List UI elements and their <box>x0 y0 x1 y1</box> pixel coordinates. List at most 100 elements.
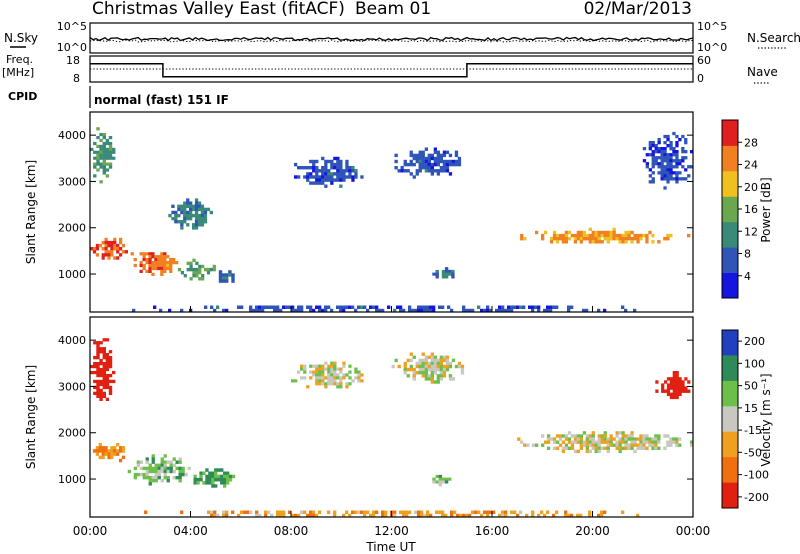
velocity-ytick-label: 1000 <box>58 473 86 486</box>
velocity-colorbar-tick-label: 200 <box>744 335 765 348</box>
xtick-label: 20:00 <box>575 524 610 538</box>
velocity-cell-2 <box>193 468 236 488</box>
freq-tick-bottom: 8 <box>73 72 80 85</box>
velocity-cell-4 <box>432 474 452 487</box>
velocity-colorbar-swatch <box>722 457 738 483</box>
nave-tick-bottom: 0 <box>697 72 704 85</box>
power-colorbar-tick-label: 24 <box>744 159 758 172</box>
freq-panel: Freq. [MHz] Nave 18 8 60 0 <box>2 53 778 85</box>
time-axis-label: Time UT <box>365 540 416 554</box>
power-cell-1 <box>130 252 179 276</box>
power-colorbar-swatch <box>722 221 738 248</box>
power-cell-2 <box>177 258 216 281</box>
velocity-colorbar-frame <box>721 329 739 509</box>
power-ylabel: Slant Range [km] <box>24 160 38 264</box>
nsky-tick-bottom: 10^0 <box>57 41 87 54</box>
velocity-ytick-label: 4000 <box>58 334 86 347</box>
power-cell-10 <box>642 131 694 190</box>
velocity-colorbar-tick-label: -15 <box>744 424 762 437</box>
cpid-label: CPID <box>8 90 37 103</box>
velocity-cell-3 <box>90 338 116 401</box>
time-axis-ticks: 00:00 04:00 08:00 12:00 16:00 20:00 00:00 <box>73 306 710 538</box>
power-panel: 1000 2000 3000 4000 Slant Range [km] <box>24 111 694 313</box>
nsearch-label: N.Search <box>747 31 800 45</box>
power-cell-5 <box>520 227 691 244</box>
power-colorbar-swatch <box>722 170 738 197</box>
nsearch-series <box>89 39 694 43</box>
power-colorbar-tick-label: 12 <box>744 225 758 238</box>
velocity-cell-5 <box>517 431 694 454</box>
power-heatmap <box>90 127 694 313</box>
velocity-ylabel: Slant Range [km] <box>24 365 38 469</box>
date-title: 02/Mar/2013 <box>584 0 692 19</box>
xtick-label: 12:00 <box>374 524 409 538</box>
velocity-colorbar-tick-label: 15 <box>744 402 758 415</box>
power-colorbar-swatch <box>722 247 738 273</box>
power-colorbar-tick-label: 16 <box>744 203 758 216</box>
velocity-colorbar-swatch <box>722 406 738 433</box>
freq-unit-label: [MHz] <box>2 66 34 79</box>
power-cell-8 <box>294 156 364 188</box>
xtick-label: 16:00 <box>475 524 510 538</box>
velocity-colorbar-swatch <box>722 330 738 356</box>
power-colorbar-swatch <box>722 272 738 299</box>
power-colorbar-tick-label: 8 <box>744 248 751 261</box>
velocity-colorbar-tick-label: -50 <box>744 446 762 459</box>
power-cell-11 <box>132 305 637 313</box>
nsearch-tick-top: 10^5 <box>697 20 727 33</box>
cpid-text: normal (fast) 151 IF <box>94 93 229 107</box>
power-colorbar-tick-label: 4 <box>744 270 751 283</box>
velocity-cell-0 <box>92 442 126 463</box>
beam-title: Beam 01 <box>355 0 431 19</box>
power-cell-3 <box>218 270 235 283</box>
nave-label: Nave <box>747 65 778 79</box>
power-cell-9 <box>394 147 462 179</box>
nave-tick-top: 60 <box>697 54 711 67</box>
velocity-colorbar-label: Velocity [m s⁻¹] <box>759 373 773 466</box>
xtick-label: 00:00 <box>73 524 108 538</box>
velocity-colorbar-tick-label: 100 <box>744 357 765 370</box>
velocity-colorbar-tick-label: -100 <box>744 469 769 482</box>
radar-title: Christmas Valley East (fitACF) <box>92 0 345 19</box>
nsky-tick-top: 10^5 <box>57 20 87 33</box>
power-colorbar-swatch <box>722 120 738 146</box>
velocity-frame <box>89 316 694 518</box>
nsky-label: N.Sky <box>4 31 38 45</box>
freq-tick-top: 18 <box>66 54 80 67</box>
xtick-label: 08:00 <box>274 524 309 538</box>
power-ytick-label: 4000 <box>58 129 86 142</box>
velocity-cell-8 <box>655 371 691 400</box>
power-colorbar-label: Power [dB] <box>759 177 773 242</box>
velocity-ytick-label: 2000 <box>58 427 86 440</box>
velocity-colorbar-swatch <box>722 482 738 509</box>
power-axis-ticks: 1000 2000 3000 4000 <box>58 129 693 281</box>
power-colorbar-tick-label: 20 <box>744 181 758 194</box>
power-colorbar: 4 8 12 16 20 24 28 <box>721 119 758 299</box>
power-cell-6 <box>90 127 116 184</box>
velocity-cell-9 <box>144 510 640 518</box>
nsky-series <box>89 36 694 42</box>
freq-series <box>90 63 693 78</box>
velocity-cell-7 <box>391 352 465 384</box>
xtick-label: 04:00 <box>173 524 208 538</box>
power-colorbar-swatch <box>722 196 738 223</box>
power-colorbar-swatch <box>722 145 738 172</box>
velocity-axis-ticks: 1000 2000 3000 4000 <box>58 334 693 486</box>
power-ytick-label: 2000 <box>58 222 86 235</box>
velocity-colorbar-swatch <box>722 355 738 382</box>
velocity-ytick-label: 3000 <box>58 380 86 393</box>
nsearch-tick-bottom: 10^0 <box>697 41 727 54</box>
velocity-cell-6 <box>291 361 364 389</box>
noise-panel: N.Sky N.Search 10^5 10^0 10^5 10^0 <box>4 20 800 54</box>
velocity-colorbar: 200 100 50 15 -15 -50 -100 -200 <box>721 329 769 509</box>
velocity-colorbar-swatch <box>722 431 738 458</box>
power-colorbar-tick-label: 28 <box>744 136 758 149</box>
velocity-colorbar-swatch <box>722 380 738 407</box>
velocity-cell-1 <box>127 454 191 486</box>
velocity-colorbar-tick-label: 50 <box>744 380 758 393</box>
power-ytick-label: 3000 <box>58 175 86 188</box>
freq-label: Freq. <box>6 53 33 66</box>
power-cell-7 <box>168 198 213 230</box>
power-cell-4 <box>432 267 455 279</box>
